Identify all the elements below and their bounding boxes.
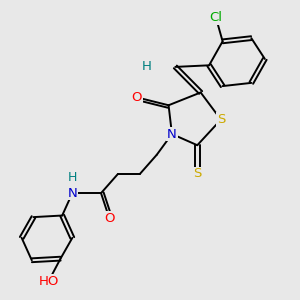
- Text: Cl: Cl: [209, 11, 222, 24]
- Text: S: S: [193, 167, 202, 181]
- Text: H: H: [68, 171, 77, 184]
- Text: N: N: [68, 187, 77, 200]
- Text: HO: HO: [38, 274, 59, 287]
- Text: S: S: [217, 113, 225, 126]
- Text: H: H: [142, 60, 152, 74]
- Text: O: O: [104, 212, 115, 225]
- Text: O: O: [131, 91, 142, 104]
- Text: N: N: [167, 128, 177, 140]
